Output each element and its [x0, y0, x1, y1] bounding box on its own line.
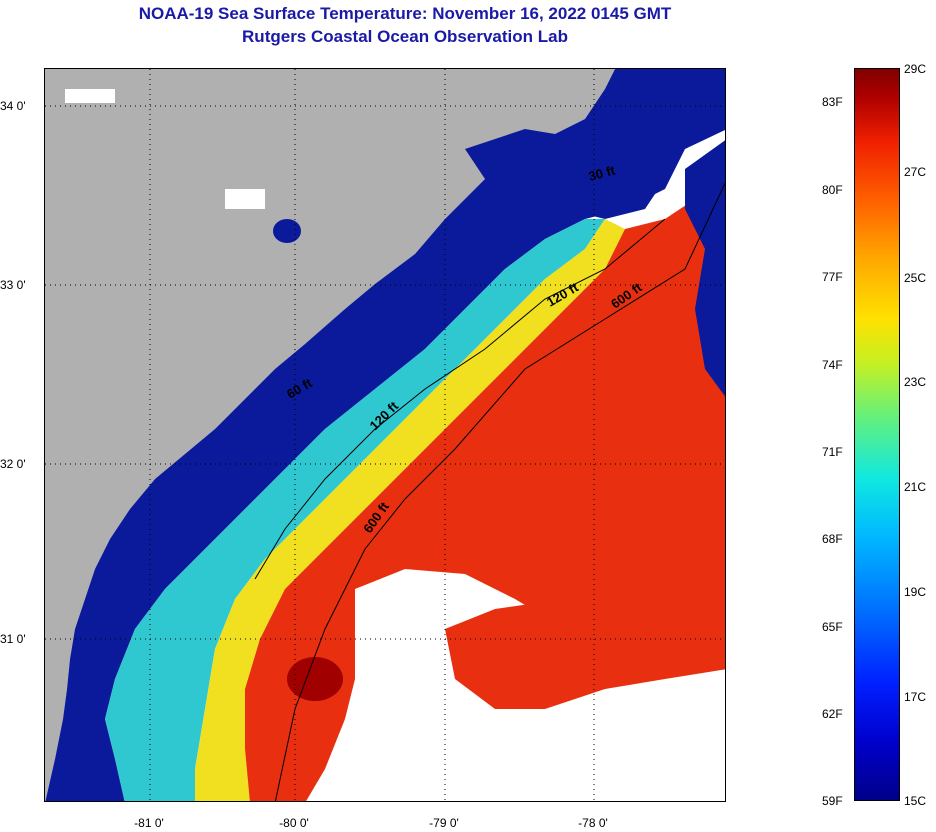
contour-120ft-line: [254, 218, 666, 580]
colorbar-f-label: 71F: [822, 445, 843, 459]
graticule: [45, 69, 725, 801]
cloud-patch-warm-south: [445, 589, 725, 709]
land-mass: [45, 69, 615, 801]
contour-label-30ft: 30 ft: [587, 162, 617, 184]
colorbar-f-label: 65F: [822, 620, 843, 634]
map-subtitle: Rutgers Coastal Ocean Observation Lab: [242, 27, 568, 46]
colorbar-f-label: 62F: [822, 707, 843, 721]
colorbar-c-label: 23C: [904, 375, 927, 389]
colorbar-c-label: 29C: [904, 62, 927, 76]
cloud-speck-3: [273, 219, 301, 243]
contour-600ft-line: [274, 182, 725, 801]
colorbar-c-label: 15C: [904, 794, 927, 808]
cool-transition-band: [105, 219, 605, 801]
lon-label-79: -79 0': [429, 816, 459, 830]
cloud-speck-2: [225, 189, 265, 209]
colorbar-f-label: 80F: [822, 183, 843, 197]
cold-patch-north: [465, 129, 665, 219]
colorbar-f-label: 74F: [822, 358, 843, 372]
lat-label-31: 31 0': [0, 632, 26, 646]
cloud-speck-1: [65, 89, 115, 103]
colorbar-f-label: 83F: [822, 95, 843, 109]
colorbar-f-label: 68F: [822, 532, 843, 546]
lon-label-80: -80 0': [279, 816, 309, 830]
lon-label-81: -81 0': [134, 816, 164, 830]
moderate-band: [195, 219, 625, 801]
colorbar-c-label: 21C: [904, 480, 927, 494]
temperature-colorbar: [854, 68, 900, 801]
colorbar-c-label: 17C: [904, 690, 927, 704]
colorbar-c-label: 27C: [904, 165, 927, 179]
sst-map: 30 ft 60 ft 120 ft 120 ft 600 ft 600 ft: [44, 68, 726, 802]
lat-label-34: 34 0': [0, 99, 26, 113]
colorbar-f-label: 77F: [822, 270, 843, 284]
lon-label-78: -78 0': [578, 816, 608, 830]
lat-label-32: 32 0': [0, 457, 26, 471]
hot-core: [287, 657, 343, 701]
sst-map-svg: 30 ft 60 ft 120 ft 120 ft 600 ft 600 ft: [45, 69, 725, 801]
colorbar-f-label: 59F: [822, 794, 843, 808]
lat-label-33: 33 0': [0, 278, 26, 292]
colorbar-c-label: 25C: [904, 271, 927, 285]
map-title: NOAA-19 Sea Surface Temperature: Novembe…: [138, 4, 672, 23]
cold-coastal-band: [45, 69, 725, 801]
colorbar-c-label: 19C: [904, 585, 927, 599]
